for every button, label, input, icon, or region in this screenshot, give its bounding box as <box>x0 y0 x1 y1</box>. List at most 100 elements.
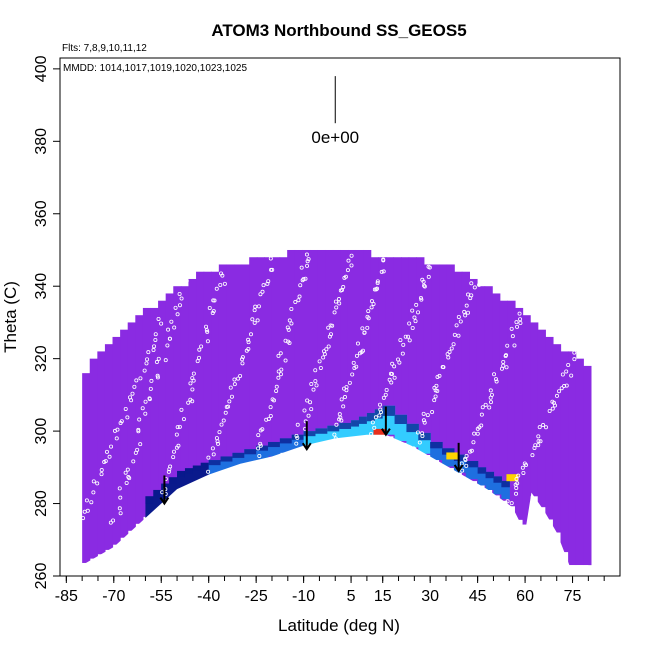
data-point <box>472 285 477 290</box>
data-point <box>425 413 430 418</box>
data-point <box>85 508 90 513</box>
band-rim-cell <box>161 483 170 491</box>
band-rim-cell <box>430 441 443 449</box>
band-rim-cell <box>442 448 455 455</box>
data-point <box>379 269 384 274</box>
data-point <box>378 407 383 412</box>
data-point <box>466 292 471 297</box>
arrow-head <box>159 496 170 506</box>
data-point <box>278 351 283 356</box>
y-tick-label: 280 <box>33 490 50 517</box>
data-point <box>159 321 164 326</box>
data-point <box>371 301 376 306</box>
x-tick-label: -25 <box>245 588 268 605</box>
data-point <box>516 473 521 478</box>
data-point <box>89 500 94 505</box>
field-column <box>416 257 425 451</box>
data-point <box>417 440 422 445</box>
data-point <box>332 432 337 437</box>
field-column <box>309 249 319 444</box>
y-tick-label: 260 <box>33 563 50 590</box>
field-column <box>439 264 448 464</box>
data-point <box>309 382 314 387</box>
data-point <box>354 353 359 358</box>
data-point <box>501 359 506 364</box>
data-point <box>333 436 338 441</box>
data-point <box>419 297 424 302</box>
data-point <box>109 444 114 449</box>
data-point <box>143 399 148 404</box>
data-point <box>179 296 184 301</box>
data-point <box>268 405 273 410</box>
x-tick-label: 75 <box>564 588 582 605</box>
data-point <box>112 428 117 433</box>
data-point <box>276 375 281 380</box>
data-point <box>480 405 485 410</box>
data-point <box>421 418 426 423</box>
band-rim-cell <box>177 470 186 478</box>
data-point <box>505 499 510 504</box>
data-point <box>223 410 228 415</box>
band-cell <box>501 480 510 500</box>
data-point <box>518 317 523 322</box>
data-point <box>477 282 482 287</box>
data-point <box>407 321 412 326</box>
chart-title: ATOM3 Northbound SS_GEOS5 <box>211 21 466 40</box>
data-point <box>317 359 322 364</box>
data-point <box>268 256 273 261</box>
band-rim-cell <box>256 445 269 451</box>
y-tick-label: 380 <box>33 128 50 155</box>
x-axis-label: Latitude (deg N) <box>278 616 400 635</box>
data-point <box>557 389 562 394</box>
data-point <box>432 398 437 403</box>
data-point <box>125 467 130 472</box>
data-point <box>510 334 515 339</box>
data-point <box>422 420 427 425</box>
band-rim-cell <box>208 460 222 466</box>
data-point <box>152 344 157 349</box>
band-cell <box>485 471 495 490</box>
field-column <box>302 249 311 446</box>
band-rim-cell <box>315 428 328 434</box>
data-point <box>375 279 380 284</box>
data-point <box>337 412 342 417</box>
data-point <box>165 343 170 348</box>
band-cell <box>192 465 202 482</box>
data-point <box>342 275 347 280</box>
band-rim-cell <box>453 454 467 461</box>
data-point <box>238 373 243 378</box>
band-cell <box>200 462 210 479</box>
data-point <box>253 304 258 309</box>
field-column <box>408 257 417 447</box>
data-point <box>451 342 456 347</box>
field-column <box>127 322 136 531</box>
data-point <box>475 426 480 431</box>
data-gap-region <box>82 434 589 576</box>
band-rim-cell <box>339 422 352 429</box>
field-column <box>264 257 273 458</box>
data-point <box>311 387 316 392</box>
field-column <box>476 286 486 486</box>
data-point <box>175 312 180 317</box>
data-point <box>550 406 555 411</box>
data-point <box>401 342 406 347</box>
data-point <box>166 327 171 332</box>
data-point <box>501 363 506 368</box>
data-point <box>204 324 209 329</box>
band-cell <box>358 416 368 438</box>
data-point <box>463 456 468 461</box>
data-point <box>169 319 174 324</box>
data-point <box>91 479 96 484</box>
data-point <box>174 432 179 437</box>
x-tick-label: 45 <box>469 588 487 605</box>
data-point <box>466 310 471 315</box>
data-point <box>344 385 349 390</box>
data-point <box>156 356 161 361</box>
data-point <box>119 419 124 424</box>
band-cell <box>493 476 502 495</box>
y-tick-label: 360 <box>33 200 50 227</box>
field-column <box>317 249 326 442</box>
data-point <box>294 441 299 446</box>
data-point <box>435 389 440 394</box>
data-point <box>298 283 303 288</box>
